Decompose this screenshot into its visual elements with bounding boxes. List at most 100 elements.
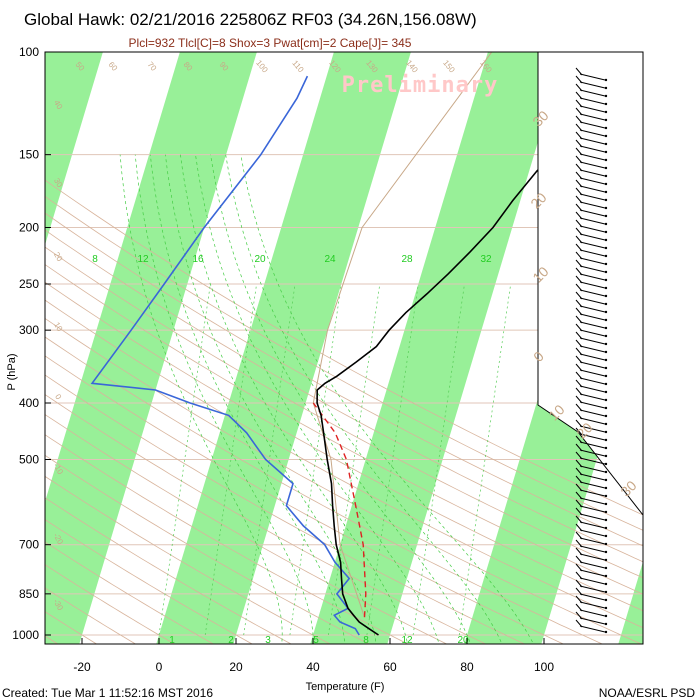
wind-barb-station: [604, 462, 608, 466]
wind-barb-flag: [575, 603, 583, 612]
wind-barb: [579, 561, 606, 569]
wind-barb-flag: [575, 291, 583, 300]
wind-barb-flag: [575, 403, 583, 412]
mixing-ratio-line: [158, 283, 211, 636]
wind-barb-flag: [575, 315, 583, 324]
dry-adiabat: [45, 374, 526, 644]
wind-barb: [579, 281, 606, 289]
wind-barb-flag: [575, 155, 583, 164]
wind-barb-station: [604, 414, 608, 418]
wind-barb-station: [604, 454, 608, 458]
created-timestamp: Created: Tue Mar 1 11:52:16 MST 2016: [2, 686, 213, 700]
dry-adiabat: [45, 394, 487, 644]
wind-barb-flag: [575, 363, 583, 372]
wind-barb: [579, 617, 606, 625]
wind-barb: [579, 433, 606, 441]
wind-barb: [579, 201, 606, 209]
dry-adiabat: [45, 564, 176, 644]
x-tick-label: 60: [383, 660, 397, 674]
wind-barb-flag: [575, 595, 583, 604]
wind-barb: [579, 113, 606, 121]
wind-barb-flag: [575, 187, 583, 196]
mixing-ratio-label: 24: [324, 254, 336, 265]
y-tick-label: 1000: [12, 628, 39, 642]
wind-barb-station: [604, 166, 608, 170]
isotherm-band: [45, 52, 257, 644]
wind-barb-flag: [575, 411, 583, 420]
wind-barb-station: [604, 534, 608, 538]
dewpoint-trace: [90, 75, 360, 636]
wind-barb-flag: [575, 219, 583, 228]
wind-barb-flag: [575, 227, 583, 236]
wind-barb-flag: [575, 483, 583, 492]
wind-barb-station: [604, 582, 608, 586]
wind-barb-flag: [575, 131, 583, 140]
wind-barb-station: [604, 358, 608, 362]
wind-barb-flag: [575, 419, 583, 428]
wind-barb-flag: [575, 611, 583, 620]
wind-barb-station: [604, 606, 608, 610]
dry-adiabat: [45, 454, 370, 644]
wind-barb-flag: [575, 331, 583, 340]
wind-barb: [579, 369, 606, 377]
isotherm-label: 60: [107, 60, 120, 73]
wind-barb: [579, 145, 606, 153]
plot-area: [45, 52, 643, 644]
wind-barb: [579, 545, 606, 553]
dry-adiabat: [45, 475, 331, 644]
dry-adiabat: [45, 179, 643, 516]
wind-barb: [579, 321, 606, 329]
x-tick-label: -20: [73, 660, 91, 674]
mixing-ratio-bottom-label: 20: [457, 635, 469, 646]
wind-barb-station: [604, 558, 608, 562]
wind-barb: [579, 97, 606, 105]
wind-barb-flag: [575, 267, 583, 276]
wind-barb-station: [604, 382, 608, 386]
wind-barb-station: [604, 406, 608, 410]
wind-barb: [579, 353, 606, 361]
wind-barb: [579, 249, 606, 257]
wind-barb: [579, 225, 606, 233]
wind-barb-station: [604, 438, 608, 442]
wind-barb-flag: [575, 139, 583, 148]
wind-barb-flag: [575, 555, 583, 564]
wind-barb-station: [604, 190, 608, 194]
wind-barb-station: [604, 446, 608, 450]
wind-barb: [579, 297, 606, 305]
mixing-ratio-label: 28: [401, 254, 413, 265]
wind-barb-flag: [575, 523, 583, 532]
dry-adiabat: [45, 246, 643, 579]
wind-barb-station: [604, 622, 608, 626]
mixing-ratio-label: 20: [254, 254, 266, 265]
wind-barb: [579, 329, 606, 337]
wind-barb-station: [604, 598, 608, 602]
mixing-ratio-line: [458, 283, 512, 636]
wind-barb-flag: [575, 275, 583, 284]
wind-barb-station: [604, 126, 608, 130]
wind-barb-station: [604, 78, 608, 82]
wind-barb-flag: [575, 323, 583, 332]
moist-adiabats: [119, 154, 534, 644]
wind-barb-flag: [575, 451, 583, 460]
wind-barb: [579, 265, 606, 273]
x-tick-label: 40: [306, 660, 320, 674]
wind-barb: [579, 257, 606, 265]
wind-barb-station: [604, 614, 608, 618]
wind-barb-flag: [575, 507, 583, 516]
wind-barb-flag: [575, 251, 583, 260]
dry-adiabat: [45, 229, 643, 563]
y-tick-label: 100: [19, 45, 39, 59]
wind-barb-flag: [575, 283, 583, 292]
wind-barb-station: [604, 310, 608, 314]
mixing-ratio-label: 12: [137, 254, 149, 265]
wind-barb-flag: [575, 147, 583, 156]
wind-barb-station: [604, 590, 608, 594]
wind-barb-flag: [575, 499, 583, 508]
wind-barb-station: [604, 262, 608, 266]
wind-barb-station: [604, 110, 608, 114]
wind-barb-station: [604, 478, 608, 482]
wind-barb-station: [604, 486, 608, 490]
y-tick-label: 200: [19, 221, 39, 235]
barb-panel-edge: [537, 52, 643, 516]
wind-barb-flag: [575, 75, 583, 84]
